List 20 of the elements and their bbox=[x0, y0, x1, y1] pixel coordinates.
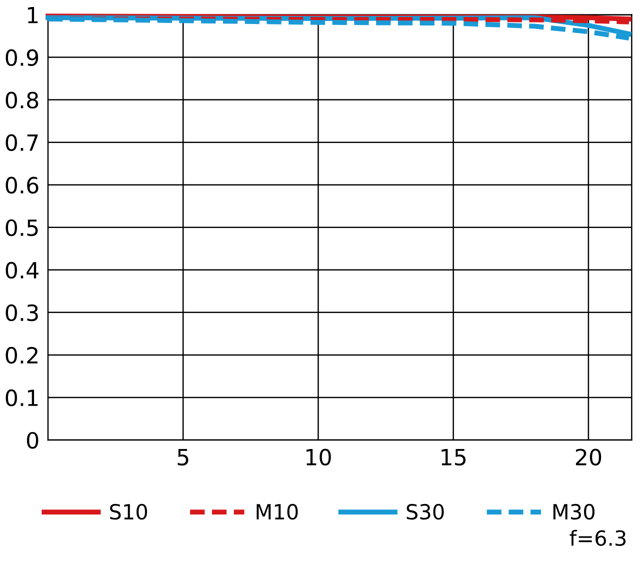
y-tick-label: 0.3 bbox=[6, 304, 38, 322]
y-tick-label: 0.8 bbox=[6, 92, 38, 109]
y-tick-label: 0 bbox=[26, 432, 38, 449]
y-tick-label: 0.2 bbox=[6, 346, 38, 364]
y-tick-label: 0.6 bbox=[6, 176, 38, 194]
text: f=6.3 bbox=[570, 530, 626, 546]
legend-label: M10 bbox=[256, 504, 298, 520]
y-tick-label: 0.1 bbox=[6, 389, 38, 406]
legend-label: M30 bbox=[553, 504, 595, 520]
y-tick-label: 0.4 bbox=[6, 262, 38, 279]
x-tick-label: 10 bbox=[306, 448, 331, 466]
y-tick-label: 0.9 bbox=[6, 49, 38, 66]
y-tick-label: 0.7 bbox=[6, 134, 38, 152]
x-tick-label: 15 bbox=[442, 449, 466, 466]
x-tick-label: 5 bbox=[178, 449, 188, 466]
legend-label: S30 bbox=[406, 504, 444, 520]
y-tick-label: 0.5 bbox=[6, 219, 38, 236]
y-tick-label: 1 bbox=[28, 6, 38, 24]
legend-label: S10 bbox=[110, 504, 148, 520]
x-tick-label: 20 bbox=[576, 448, 602, 466]
